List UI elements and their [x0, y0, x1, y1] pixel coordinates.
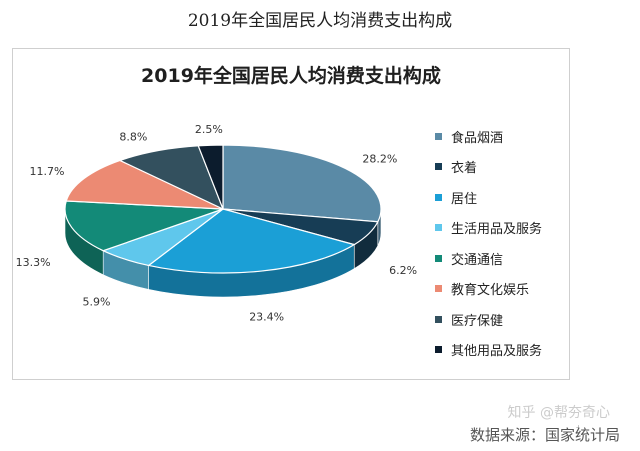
pie-slice-7 — [197, 144, 224, 210]
chart-title: 2019年全国居民人均消费支出构成 — [141, 65, 441, 87]
corner-mark: ⌟ — [576, 421, 580, 429]
legend-label-6: 医疗保健 — [451, 313, 504, 329]
legend-swatch-2 — [435, 193, 442, 201]
data-label-6: 8.8% — [119, 130, 147, 143]
source-note: 数据来源：国家统计局 — [469, 426, 620, 444]
legend-label-4: 交通通信 — [451, 252, 504, 268]
data-label-3: 5.9% — [83, 295, 111, 308]
watermark: 知乎 @帮夯奇心 — [507, 405, 610, 421]
legend-swatch-7 — [435, 346, 442, 354]
pie-slice-0 — [222, 144, 382, 223]
legend-item-3: 生活用品及服务 — [435, 213, 565, 244]
pie-slice-5 — [65, 159, 224, 210]
data-label-0: 28.2% — [362, 152, 397, 165]
data-label-2: 23.4% — [249, 311, 284, 324]
pie-slice-6 — [118, 145, 225, 211]
legend-item-5: 教育文化娱乐 — [435, 274, 565, 305]
legend-label-2: 居住 — [451, 191, 478, 207]
legend-label-3: 生活用品及服务 — [451, 222, 543, 238]
legend-swatch-6 — [435, 315, 442, 323]
legend-swatch-4 — [435, 254, 442, 262]
legend-item-7: 其他用品及服务 — [435, 335, 565, 366]
legend-label-7: 其他用品及服务 — [451, 344, 543, 360]
legend-item-0: 食品烟酒 — [435, 121, 565, 152]
pie-slice-2 — [147, 208, 356, 274]
legend-swatch-1 — [435, 163, 442, 171]
data-label-1: 6.2% — [389, 264, 417, 277]
data-label-4: 13.3% — [16, 256, 51, 269]
legend-label-0: 食品烟酒 — [451, 130, 504, 146]
legend-swatch-3 — [435, 224, 442, 232]
legend-item-4: 交通通信 — [435, 243, 565, 274]
pie-chart: 28.2% 6.2% 23.4% 5.9% 13.3% 11.7% 8.8% 2.5% — [16, 123, 417, 323]
data-label-5: 11.7% — [30, 165, 65, 178]
chart-frame: 2019年全国居民人均消费支出构成 28.2% 6.2% 23.4% 5.9% 13.3… — [12, 48, 579, 429]
legend-item-6: 医疗保健 — [435, 304, 565, 335]
legend-label-1: 衣着 — [451, 161, 478, 177]
legend-item-1: 衣着 — [435, 152, 565, 183]
data-label-7: 2.5% — [195, 123, 223, 136]
legend: 食品烟酒衣着居住生活用品及服务 交通通信教育文化娱乐 医疗保健其他用品及服务 — [435, 121, 565, 365]
legend-swatch-0 — [435, 132, 442, 140]
legend-item-2: 居住 — [435, 182, 565, 213]
pie-slice-4 — [64, 200, 224, 252]
pie-top-faces — [64, 144, 382, 274]
data-labels: 28.2% 6.2% 23.4% 5.9% 13.3% 11.7% 8.8% 2.5% — [16, 123, 417, 323]
page-title: 2019年全国居民人均消费支出构成 — [187, 11, 453, 31]
legend-swatch-5 — [435, 285, 442, 293]
legend-label-5: 教育文化娱乐 — [451, 283, 530, 299]
